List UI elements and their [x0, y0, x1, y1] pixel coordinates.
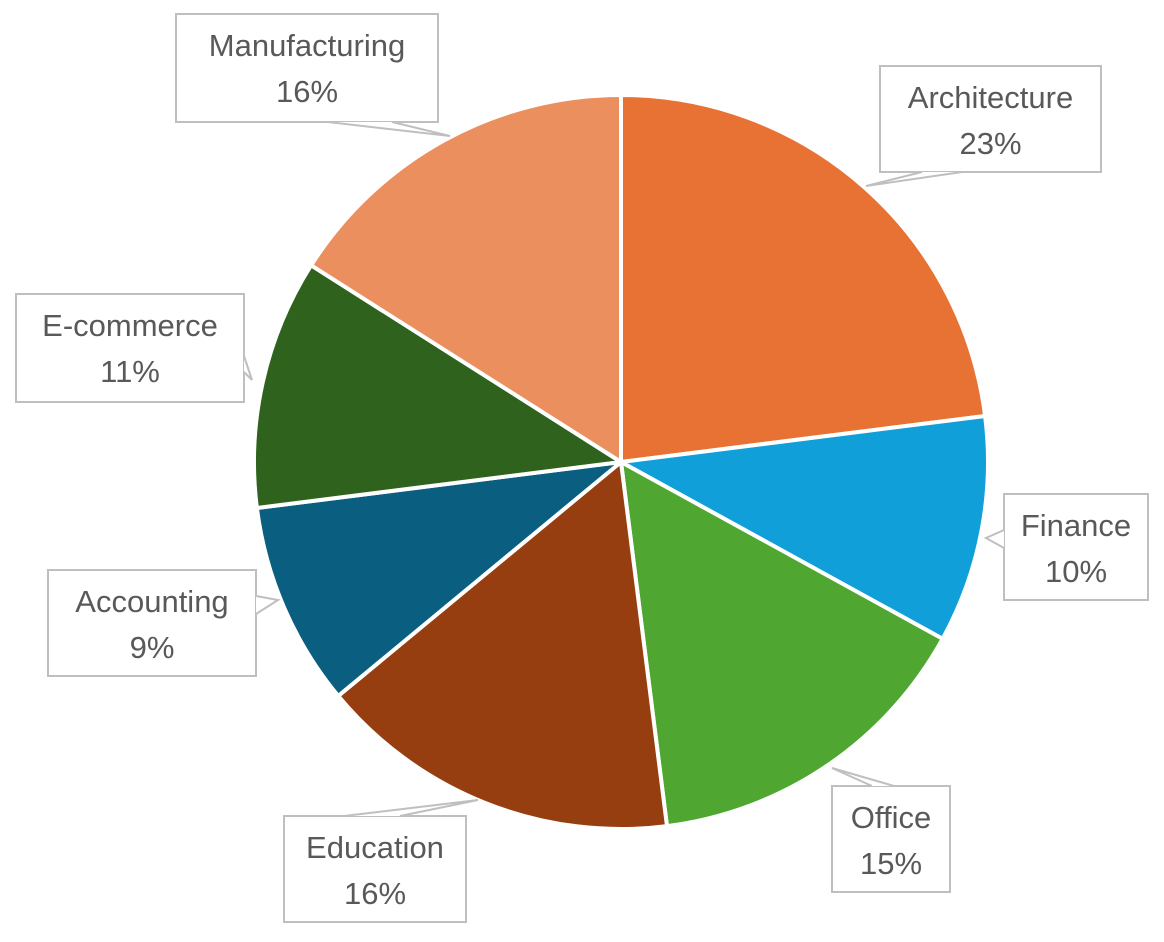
data-label-percent: 16% — [276, 74, 338, 109]
callout-architecture: Architecture 23% — [865, 65, 1102, 187]
pie-slice-e-commerce — [252, 263, 623, 510]
pie-slice-architecture — [619, 93, 988, 464]
callout-pointer — [327, 121, 451, 137]
pie-slice-manufacturing — [309, 93, 623, 464]
pie-slice-finance — [619, 414, 990, 641]
pie-slice-office — [619, 460, 945, 829]
data-label-category: Accounting — [75, 584, 228, 619]
data-label-category: Finance — [1021, 508, 1131, 543]
callout-box — [15, 293, 245, 403]
callout-finance: Finance 10% — [983, 493, 1149, 601]
data-label-category: Office — [851, 800, 931, 835]
pie-slice-accounting — [254, 460, 623, 698]
data-label-callouts: Architecture 23% Finance 10% Office 15% Educat… — [15, 13, 1149, 923]
data-label-category: Manufacturing — [209, 28, 405, 63]
callout-education: Education 16% — [283, 799, 479, 923]
callout-accounting: Accounting 9% — [47, 569, 281, 677]
callout-pointer — [831, 767, 895, 787]
callout-box — [879, 65, 1102, 173]
data-label-percent: 23% — [959, 126, 1021, 161]
data-label-category: E-commerce — [42, 308, 218, 343]
pie-slice-education — [336, 460, 669, 831]
data-label-percent: 11% — [100, 354, 160, 389]
callout-pointer — [255, 595, 281, 615]
callout-pointer — [343, 799, 479, 817]
data-label-category: Architecture — [908, 80, 1073, 115]
data-label-percent: 10% — [1045, 554, 1107, 589]
callout-e-commerce: E-commerce 11% — [15, 293, 253, 403]
data-label-percent: 15% — [860, 846, 922, 881]
callout-pointer — [983, 529, 1005, 549]
data-label-percent: 9% — [130, 630, 175, 665]
callout-box — [831, 785, 951, 893]
callout-office: Office 15% — [831, 767, 951, 893]
pie-slices — [252, 93, 990, 831]
callout-pointer — [865, 171, 963, 187]
data-label-percent: 16% — [344, 876, 406, 911]
callout-manufacturing: Manufacturing 16% — [175, 13, 451, 137]
data-label-category: Education — [306, 830, 444, 865]
callout-box — [47, 569, 257, 677]
callout-pointer — [243, 355, 253, 381]
callout-box — [175, 13, 439, 123]
callout-box — [1003, 493, 1149, 601]
callout-box — [283, 815, 467, 923]
